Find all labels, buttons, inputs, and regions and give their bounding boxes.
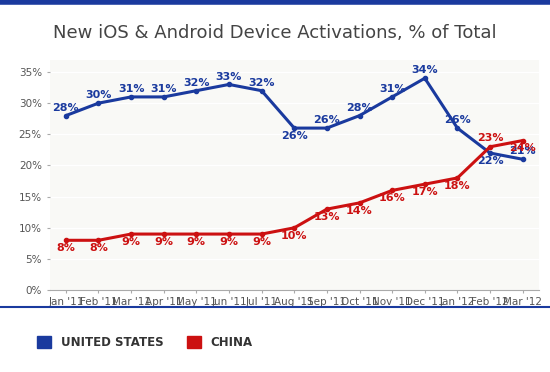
Text: 26%: 26% bbox=[444, 115, 471, 125]
Text: 24%: 24% bbox=[509, 143, 536, 153]
Text: New iOS & Android Device Activations, % of Total: New iOS & Android Device Activations, % … bbox=[53, 24, 497, 42]
Text: 16%: 16% bbox=[379, 193, 405, 203]
Text: 18%: 18% bbox=[444, 181, 471, 191]
Text: 22%: 22% bbox=[477, 157, 503, 167]
Text: 8%: 8% bbox=[57, 243, 75, 253]
Text: 34%: 34% bbox=[411, 65, 438, 76]
Text: 31%: 31% bbox=[118, 84, 144, 94]
Text: 9%: 9% bbox=[187, 237, 206, 247]
Text: 14%: 14% bbox=[346, 206, 373, 216]
Text: 13%: 13% bbox=[314, 212, 340, 222]
Text: 28%: 28% bbox=[52, 103, 79, 113]
Text: 9%: 9% bbox=[219, 237, 239, 247]
Text: 30%: 30% bbox=[85, 90, 112, 100]
Text: 9%: 9% bbox=[154, 237, 173, 247]
Text: 31%: 31% bbox=[151, 84, 177, 94]
Text: 10%: 10% bbox=[281, 231, 307, 241]
Text: 33%: 33% bbox=[216, 72, 242, 82]
Text: 26%: 26% bbox=[314, 115, 340, 125]
Text: 17%: 17% bbox=[411, 187, 438, 197]
Text: 9%: 9% bbox=[252, 237, 271, 247]
Text: 8%: 8% bbox=[89, 243, 108, 253]
Text: 9%: 9% bbox=[122, 237, 141, 247]
Text: 32%: 32% bbox=[183, 78, 210, 88]
Text: 23%: 23% bbox=[477, 133, 503, 143]
Text: 28%: 28% bbox=[346, 103, 373, 113]
Legend: UNITED STATES, CHINA: UNITED STATES, CHINA bbox=[34, 333, 256, 353]
Text: 31%: 31% bbox=[379, 84, 405, 94]
Text: 32%: 32% bbox=[249, 78, 275, 88]
Text: 21%: 21% bbox=[509, 147, 536, 157]
Text: 26%: 26% bbox=[281, 131, 307, 141]
